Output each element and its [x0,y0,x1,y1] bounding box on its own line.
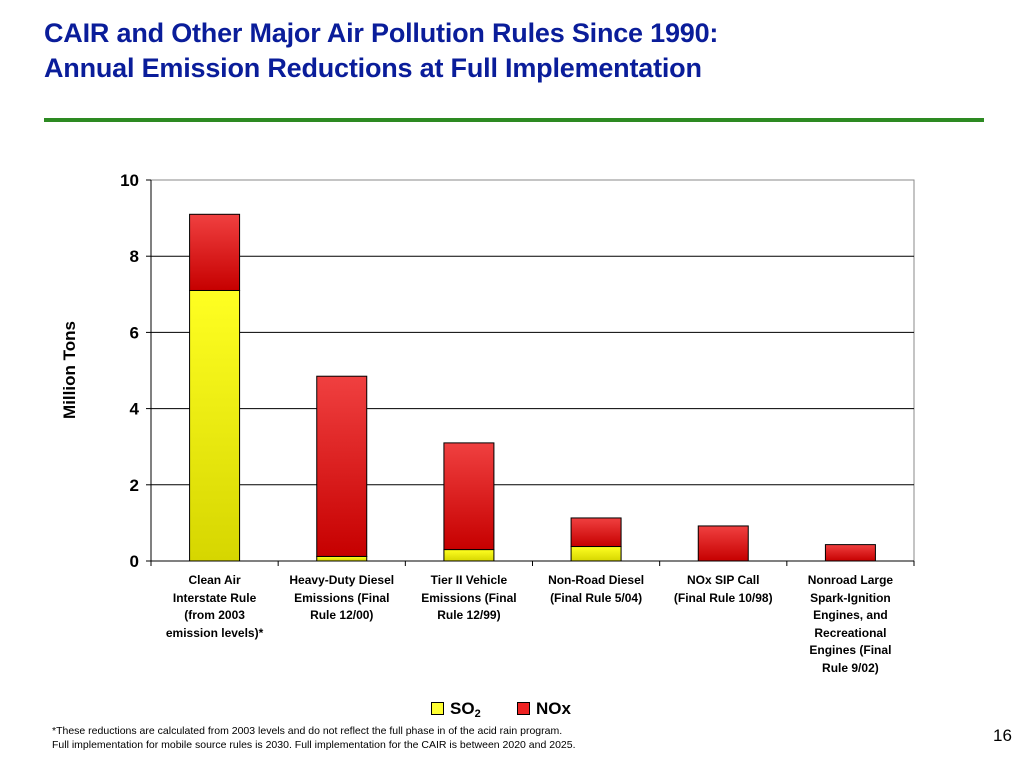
legend-label: NOx [536,699,571,719]
legend-swatch [517,702,530,715]
legend-swatch [431,702,444,715]
y-tick-label: 2 [130,476,139,495]
x-tick-label: Heavy-Duty Diesel Emissions (Final Rule 12… [280,572,404,625]
x-tick-label: Clean Air Interstate Rule (from 2003 emissi… [153,572,277,642]
x-tick-label-line: Heavy-Duty Diesel [289,573,395,587]
bar-nox-5 [824,544,876,562]
page-number: 16 [993,726,1012,745]
x-tick-label: Nonroad Large Spark-Ignition Engines, and R… [788,572,912,677]
title-divider [44,118,984,122]
y-tick-label: 10 [120,171,139,190]
x-tick-label-line: Tier II Vehicle [430,573,508,587]
footnote: *These reductions are calculated from 20… [52,724,576,752]
bar-so2-3 [570,546,622,562]
bar-nox-3 [570,517,622,548]
bar-nox-0 [189,213,241,291]
x-tick-label: NOx SIP Call (Final Rule 10/98) [661,572,785,607]
y-tick-label: 8 [130,247,139,266]
slide-title-line-1: CAIR and Other Major Air Pollution Rules… [44,18,719,48]
legend-label-name: SO [450,699,475,718]
x-tick-label: Non-Road Diesel (Final Rule 5/04) [534,572,658,607]
bar-nox-1 [316,375,368,557]
legend-label-subscript: 2 [474,708,481,720]
bar-so2-0 [189,289,241,562]
x-tick-label-line: Interstate Rule [172,590,257,605]
plot-area [150,179,915,562]
bar-nox-2 [443,442,495,551]
x-tick-label-line: emission levels)* [165,625,264,640]
x-tick-label-line: Recreational [814,625,887,640]
x-tick-label-line: Emissions (Final [294,590,390,605]
x-tick-label-line: Spark-Ignition [810,590,891,605]
x-tick-label-line: Rule 12/00) [310,608,374,622]
x-tick-label-line: (from 2003 [184,608,245,622]
slide-title: CAIR and Other Major Air Pollution Rules… [44,16,718,86]
x-tick-label-line: Rule 12/99) [437,608,501,622]
bar-so2-2 [443,549,495,562]
x-tick-label-line: Non-Road Diesel [548,573,645,587]
y-tick-label: 0 [130,552,139,571]
x-tick-label-line: (Final Rule 10/98) [673,590,773,605]
y-axis-label: Million Tons [60,321,79,419]
x-tick-label-line: Rule 9/02) [822,660,879,675]
x-tick-label-line: Engines, and [813,608,888,622]
y-tick-label: 4 [130,400,140,419]
x-tick-label: Tier II Vehicle Emissions (Final Rule 12/9… [407,572,531,625]
legend-label-name: NOx [536,699,571,718]
bar-so2-1 [316,555,368,562]
x-tick-label-line: Engines (Final [809,643,892,657]
x-tick-label-line: NOx SIP Call [687,573,760,587]
x-tick-label-line: Nonroad Large [807,573,894,587]
bar-nox-4 [697,525,749,562]
y-tick-label: 6 [130,323,139,342]
footnote-line-2: Full implementation for mobile source ru… [52,739,576,751]
legend-label: SO2 [450,699,481,720]
x-tick-label-line: (Final Rule 5/04) [550,590,643,605]
bar-chart: 0 2 4 6 8 10 [120,171,915,571]
slide-title-line-2: Annual Emission Reductions at Full Imple… [44,53,702,83]
x-tick-label-line: Clean Air [188,573,241,587]
x-tick-label-line: Emissions (Final [421,590,517,605]
footnote-line-1: *These reductions are calculated from 20… [52,725,563,737]
